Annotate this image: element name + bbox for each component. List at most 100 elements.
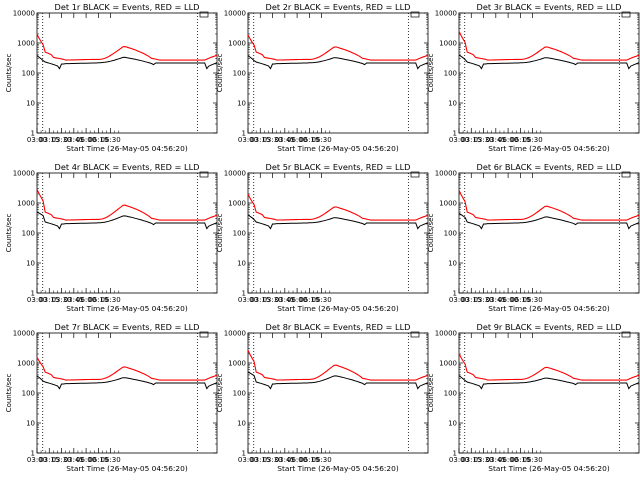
lld-series-line — [458, 31, 640, 61]
detector-panel-6: Det 6r BLACK = Events, RED = LLD 1 10 100 10… — [427, 162, 640, 313]
y-tick-label: 1000 — [228, 360, 246, 368]
x-tick-label: 03:15 — [250, 136, 270, 144]
x-tick-label: 03:15 — [39, 456, 59, 464]
x-tick-label: 03:30 — [51, 456, 71, 464]
legend-box — [410, 171, 420, 178]
lld-series-line — [247, 350, 429, 381]
y-axis-label: Counts/sec — [216, 54, 224, 93]
y-tick-label: 10 — [237, 420, 246, 428]
x-tick-label: 06:00 — [287, 456, 307, 464]
x-tick-label: 06:30 — [523, 456, 543, 464]
plot-title: Det 7r BLACK = Events, RED = LLD — [55, 322, 200, 332]
x-tick-label: 03:00 — [449, 296, 469, 304]
y-tick-label: 10 — [26, 100, 35, 108]
x-tick-label: 03:15 — [461, 296, 481, 304]
events-series-line — [36, 211, 218, 230]
x-tick-label: 06:00 — [498, 136, 518, 144]
y-tick-label: 10000 — [13, 330, 35, 338]
detector-panel-1: Det 1r BLACK = Events, RED = LLD 1 10 100 10… — [5, 2, 218, 153]
x-tick-label: 03:30 — [262, 456, 282, 464]
legend-box — [410, 11, 420, 18]
x-tick-label: 03:00 — [27, 136, 47, 144]
y-tick-label: 1 — [453, 290, 457, 298]
x-tick-label: 03:30 — [473, 456, 493, 464]
x-axis-label: Start Time (26-May-05 04:56:20) — [488, 304, 610, 313]
x-axis-label: Start Time (26-May-05 04:56:20) — [66, 464, 188, 473]
x-tick-label: 06:30 — [523, 296, 543, 304]
y-tick-label: 100 — [233, 390, 246, 398]
x-tick-label: 03:15 — [39, 136, 59, 144]
x-tick-label: 03:00 — [449, 456, 469, 464]
x-axis-label: Start Time (26-May-05 04:56:20) — [66, 144, 188, 153]
legend-box — [410, 331, 420, 338]
y-axis-label: Counts/sec — [427, 54, 435, 93]
y-tick-label: 100 — [22, 230, 35, 238]
legend-box — [199, 11, 209, 18]
plot-title: Det 6r BLACK = Events, RED = LLD — [477, 162, 622, 172]
x-tick-label: 03:00 — [238, 296, 258, 304]
y-tick-label: 1 — [31, 290, 35, 298]
y-axis-label: Counts/sec — [216, 374, 224, 413]
plot-frame — [36, 332, 218, 454]
lld-series-line — [458, 353, 640, 381]
x-tick-label: 03:30 — [51, 296, 71, 304]
y-tick-label: 100 — [233, 230, 246, 238]
plot-frame — [36, 12, 218, 134]
lld-series-line — [247, 194, 429, 221]
x-tick-label: 06:30 — [523, 136, 543, 144]
events-series-line — [247, 214, 429, 230]
x-tick-label: 06:30 — [101, 136, 121, 144]
x-tick-label: 06:15 — [510, 136, 530, 144]
x-tick-label: 06:00 — [76, 296, 96, 304]
y-axis-label: Counts/sec — [216, 214, 224, 253]
y-axis-label: Counts/sec — [427, 214, 435, 253]
plot-title: Det 5r BLACK = Events, RED = LLD — [266, 162, 411, 172]
x-tick-label: 06:15 — [299, 136, 319, 144]
x-tick-label: 06:15 — [510, 456, 530, 464]
legend-box — [621, 171, 631, 178]
x-tick-label: 06:00 — [498, 456, 518, 464]
lld-series-line — [458, 190, 640, 221]
x-tick-label: 06:00 — [76, 136, 96, 144]
events-series-line — [458, 54, 640, 70]
x-tick-label: 06:30 — [101, 456, 121, 464]
y-tick-label: 1 — [242, 290, 246, 298]
x-tick-label: 03:00 — [27, 296, 47, 304]
x-tick-label: 03:00 — [238, 136, 258, 144]
y-tick-label: 10000 — [224, 10, 246, 18]
y-tick-label: 1 — [31, 130, 35, 138]
detector-panel-2: Det 2r BLACK = Events, RED = LLD 1 10 100 10… — [216, 2, 429, 153]
y-tick-label: 10000 — [435, 10, 457, 18]
y-tick-label: 100 — [233, 70, 246, 78]
x-tick-label: 03:45 — [64, 136, 84, 144]
y-tick-label: 10000 — [13, 10, 35, 18]
x-tick-label: 06:15 — [88, 456, 108, 464]
y-tick-label: 1000 — [439, 360, 457, 368]
y-tick-label: 100 — [444, 390, 457, 398]
x-tick-label: 06:00 — [76, 456, 96, 464]
y-tick-label: 1 — [31, 450, 35, 458]
y-tick-label: 10 — [448, 260, 457, 268]
events-series-line — [36, 375, 218, 390]
y-axis-label: Counts/sec — [5, 214, 13, 253]
x-tick-label: 03:30 — [473, 296, 493, 304]
x-axis-label: Start Time (26-May-05 04:56:20) — [488, 464, 610, 473]
legend-box — [621, 11, 631, 18]
x-tick-label: 06:00 — [498, 296, 518, 304]
lld-series-line — [247, 34, 429, 61]
y-tick-label: 100 — [444, 230, 457, 238]
detector-panel-4: Det 4r BLACK = Events, RED = LLD 1 10 100 10… — [5, 162, 218, 313]
y-axis-label: Counts/sec — [427, 374, 435, 413]
detector-panel-5: Det 5r BLACK = Events, RED = LLD 1 10 100 10… — [216, 162, 429, 313]
x-tick-label: 03:15 — [39, 296, 59, 304]
y-tick-label: 10000 — [435, 170, 457, 178]
x-axis-label: Start Time (26-May-05 04:56:20) — [277, 464, 399, 473]
events-series-line — [458, 212, 640, 230]
y-axis-label: Counts/sec — [5, 374, 13, 413]
plot-title: Det 3r BLACK = Events, RED = LLD — [477, 2, 622, 12]
x-tick-label: 03:45 — [275, 456, 295, 464]
x-tick-label: 03:45 — [275, 296, 295, 304]
x-tick-label: 06:30 — [101, 296, 121, 304]
y-tick-label: 1 — [453, 130, 457, 138]
